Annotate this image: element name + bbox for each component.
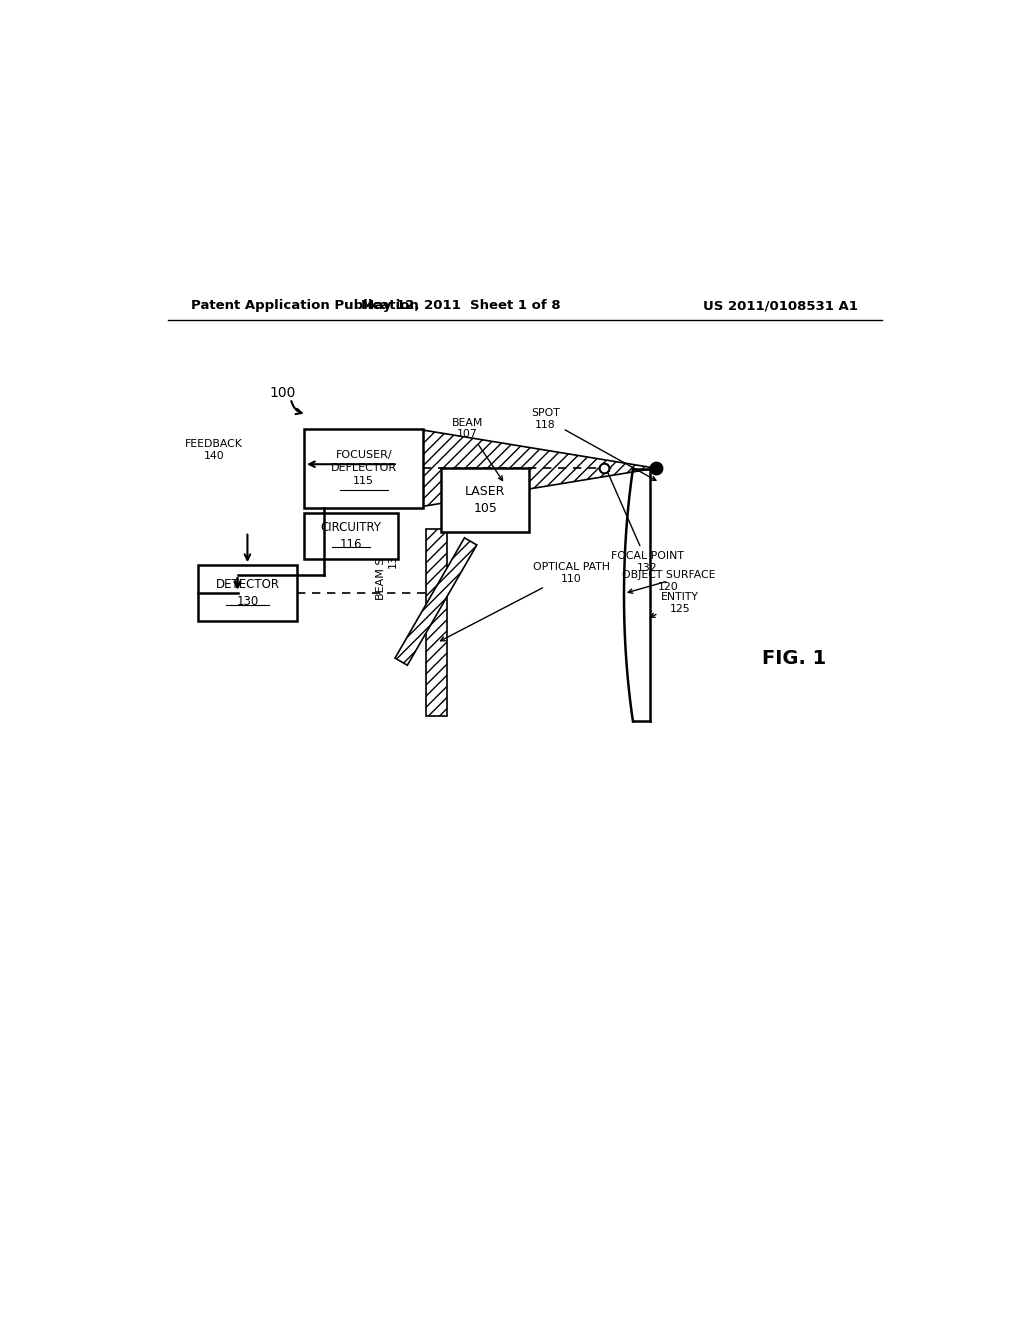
Bar — [441, 469, 528, 532]
Bar — [395, 537, 477, 665]
Bar — [304, 429, 423, 508]
Text: SPOT
118: SPOT 118 — [531, 408, 656, 480]
Text: May 12, 2011  Sheet 1 of 8: May 12, 2011 Sheet 1 of 8 — [361, 300, 561, 312]
Bar — [426, 529, 447, 715]
Text: FEEDBACK
140: FEEDBACK 140 — [184, 438, 243, 461]
Text: US 2011/0108531 A1: US 2011/0108531 A1 — [703, 300, 858, 312]
Text: DETECTOR
130: DETECTOR 130 — [215, 578, 280, 607]
Text: BEAM
107: BEAM 107 — [452, 417, 503, 480]
Text: CIRCUITRY
116: CIRCUITRY 116 — [321, 520, 382, 550]
Text: BEAM SPLITTER
135: BEAM SPLITTER 135 — [376, 513, 398, 601]
Text: Patent Application Publication: Patent Application Publication — [191, 300, 419, 312]
Bar — [304, 512, 397, 558]
Polygon shape — [423, 430, 655, 507]
Bar — [198, 565, 297, 620]
Text: FOCAL POINT
132: FOCAL POINT 132 — [605, 469, 683, 573]
Text: OPTICAL PATH
110: OPTICAL PATH 110 — [440, 562, 609, 640]
Text: FIG. 1: FIG. 1 — [763, 649, 826, 668]
Text: LASER
105: LASER 105 — [465, 484, 505, 515]
Text: ENTITY
125: ENTITY 125 — [650, 593, 699, 618]
Text: FOCUSER/
DEFLECTOR
115: FOCUSER/ DEFLECTOR 115 — [331, 450, 396, 486]
Text: 100: 100 — [269, 385, 296, 400]
Text: OBJECT SURFACE
120: OBJECT SURFACE 120 — [622, 570, 715, 593]
